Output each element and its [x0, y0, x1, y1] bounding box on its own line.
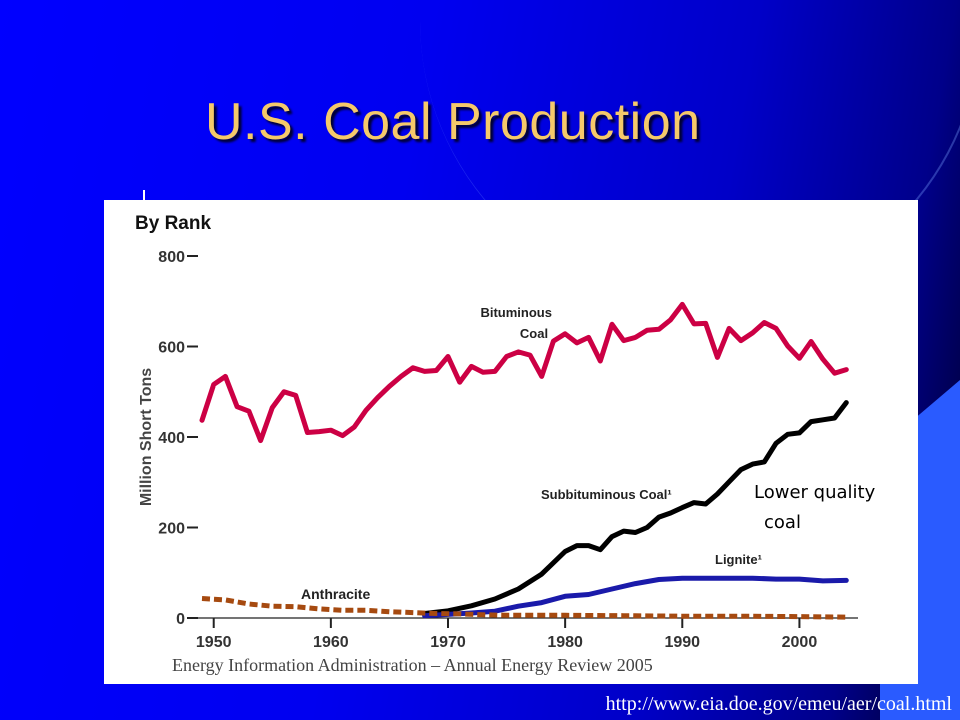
y-tick-label-200: 200	[158, 521, 185, 538]
series-label-bituminous: Bituminous Coal	[480, 305, 555, 341]
x-tick-label-1980: 1980	[547, 634, 583, 651]
series-line-subbituminous-coal	[422, 400, 849, 616]
series-line-anthracite	[201, 596, 847, 620]
chart-title: By Rank	[135, 213, 211, 234]
annotation-line2: coal	[764, 512, 801, 533]
source-url[interactable]: http://www.eia.doe.gov/emeu/aer/coal.htm…	[605, 693, 952, 715]
series-line-lignite	[422, 575, 849, 619]
x-tick-label-2000: 2000	[782, 634, 818, 651]
series-label-bituminous-line2: Coal	[520, 326, 548, 341]
y-tick-label-600: 600	[158, 340, 185, 357]
series-label-bituminous-line1: Bituminous	[480, 305, 552, 320]
series-label-lignite: Lignite¹	[715, 552, 762, 567]
chart-panel: By Rank Million Short Tons 0 200 400 600 800…	[104, 200, 918, 684]
x-tick-label-1950: 1950	[196, 634, 232, 651]
x-tick-label-1960: 1960	[313, 634, 349, 651]
series-line-bituminous-coal	[199, 301, 849, 444]
slide-title: U.S. Coal Production	[205, 93, 701, 151]
x-tick-label-1990: 1990	[664, 634, 700, 651]
series-label-anthracite: Anthracite	[301, 586, 370, 602]
coal-production-chart: By Rank Million Short Tons 0 200 400 600 800…	[135, 213, 881, 651]
bullet-marker	[143, 190, 145, 204]
annotation-line1: Lower quality	[754, 482, 876, 503]
y-tick-label-400: 400	[158, 430, 185, 447]
series-layer	[199, 301, 849, 620]
y-tick-label-800: 800	[158, 249, 185, 266]
annotation-lower-quality: Lower quality coal	[754, 482, 881, 533]
y-tick-label-0: 0	[176, 611, 185, 628]
x-tick-label-1970: 1970	[430, 634, 466, 651]
series-label-subbituminous: Subbituminous Coal¹	[541, 487, 672, 502]
y-axis-label: Million Short Tons	[138, 368, 155, 506]
source-citation: Energy Information Administration – Annu…	[172, 655, 653, 675]
